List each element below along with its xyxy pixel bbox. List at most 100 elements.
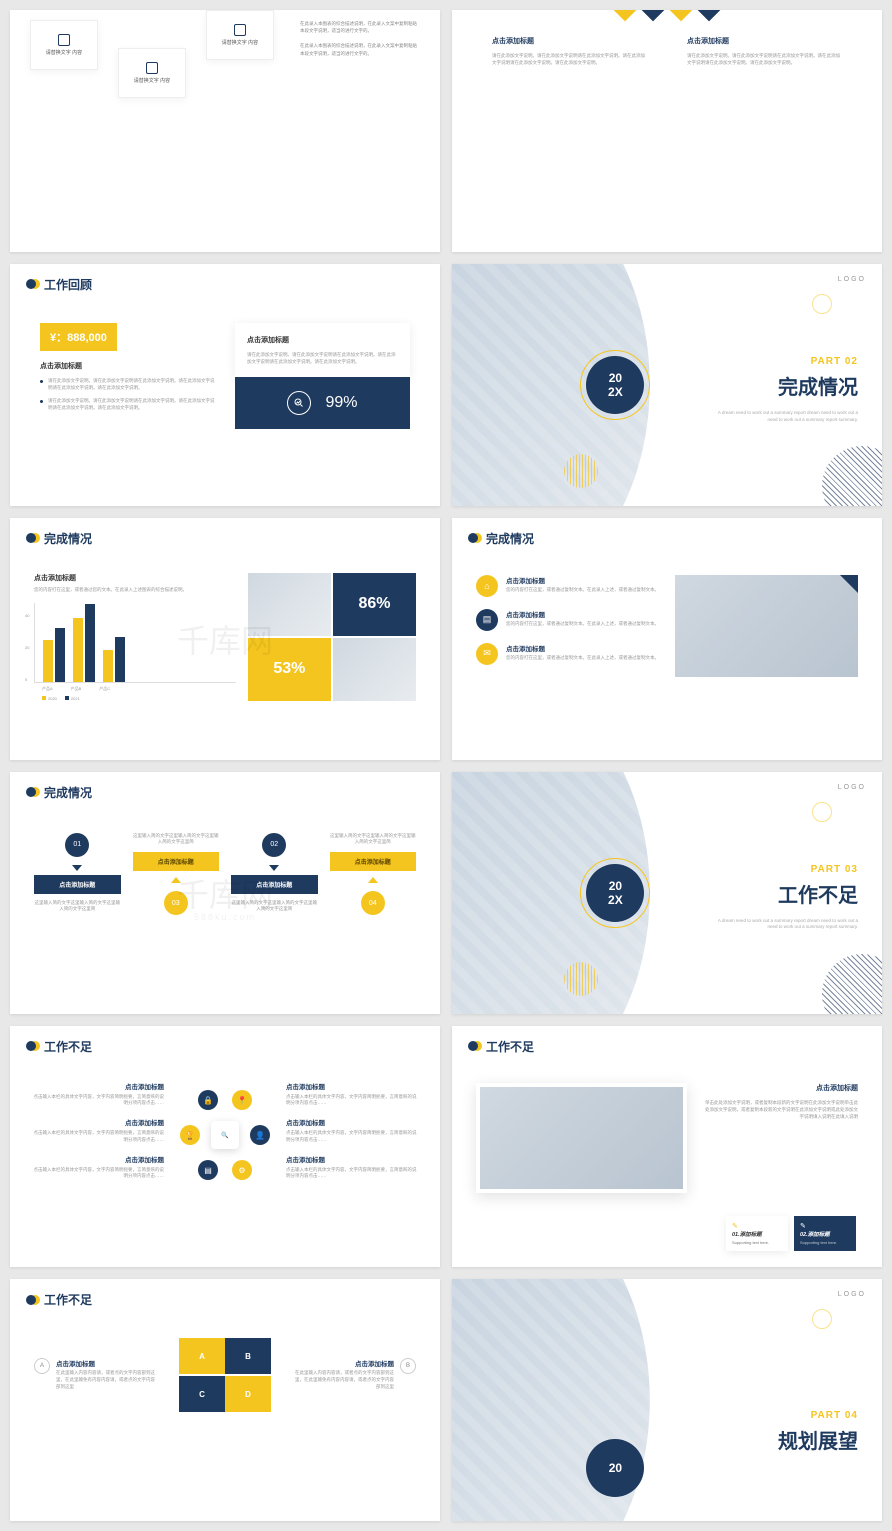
item-desc: 在此里输入内容内容请，或者点的文字内容部到这里，在此里输免有内容内容请，或者点的… (56, 1370, 159, 1390)
slide-shortcomings-hex: 工作不足 点击添加标题点击输入本栏的具体文字内容，文字内容简明扼要，言简意赅的说… (10, 1026, 440, 1268)
hex-item: 点击添加标题点击输入本栏的具体文字内容，文字内容简明扼要，言简意赅的说明分项内容… (286, 1081, 420, 1108)
feature-image (476, 1083, 687, 1193)
percent-value: 99% (325, 394, 357, 412)
bullet-icon (26, 787, 40, 797)
puzzle-piece: C (179, 1376, 225, 1412)
pin-icon: 📍 (232, 1090, 252, 1110)
item-desc: 您的内容打在这里，或者通过复制文本。在此录入上述，或者通过复制文本。 (506, 621, 659, 628)
hex-item: 点击添加标题点击输入本栏的具体文字内容，文字内容简明扼要，言简意赅的说明分项内容… (30, 1081, 164, 1108)
item-title: 点击添加标题 (506, 643, 659, 653)
chart-legend: 20202021 (34, 696, 236, 701)
slide-title: 完成情况 (44, 784, 92, 801)
circle-decoration (812, 1309, 832, 1329)
part-label: PART 02 (708, 356, 858, 367)
item-desc: 点击输入本栏的具体文字内容，文字内容简明扼要，言简意赅的说明分项内容点击…… (30, 1094, 164, 1108)
chat-icon: ✉ (476, 643, 498, 665)
slide-shortcomings-puzzle: 工作不足 A点击添加标题在此里输入内容内容请，或者点的文字内容部到这里，在此里输… (10, 1279, 440, 1521)
column: 点击添加标题请在此添加文字说明。请在此添加文字说明请在此添加文字说明。请在此添加… (687, 36, 842, 66)
part-label: PART 04 (778, 1410, 858, 1421)
bar (85, 604, 95, 682)
step-column: 这里输入简的文字这里输入简的文字这里输入简的文字这里简 点击添加标题 03 (133, 833, 220, 916)
step-column: 这里输入简的文字这里输入简的文字这里输入简的文字这里简 点击添加标题 04 (330, 833, 417, 916)
slide-shortcomings-image: 工作不足 点击添加标题 单击此处添加文字说明，或者复制本段新的文字说明在此添加文… (452, 1026, 882, 1268)
list-item: ✉ 点击添加标题您的内容打在这里，或者通过复制文本。在此录入上述，或者通过复制文本… (476, 643, 659, 665)
slide-title: 工作不足 (44, 1038, 92, 1055)
step-number: 02 (262, 833, 286, 857)
box-label: 请替换文字 内容 (134, 78, 170, 85)
slide-work-review: 工作回顾 ¥：888,000 点击添加标题 请在此添加文字说明。请在此添加文字说… (10, 264, 440, 506)
arrow-down-icon (72, 865, 82, 871)
step-tag: 点击添加标题 (330, 852, 417, 871)
item-title: 点击添加标题 (56, 1358, 159, 1368)
slide-title: 工作回顾 (44, 276, 92, 293)
step-tag: 点击添加标题 (231, 875, 318, 894)
column: 点击添加标题请在此添加文字说明。请在此添加文字说明请在此添加文字说明。请在此添加… (492, 36, 647, 66)
year-badge: 202X (586, 356, 644, 414)
copy-icon (146, 62, 158, 74)
search-icon: 🔍 (211, 1121, 239, 1149)
part-label: PART 03 (708, 864, 858, 875)
chart-title: 点击添加标题 (34, 573, 236, 583)
slide-title: 工作不足 (486, 1038, 534, 1055)
stripe-decoration (564, 962, 598, 996)
bar (103, 650, 113, 682)
item-desc: 您的内容打在这里，或者通过复制文本。在此录入上述，或者通过复制文本。 (506, 587, 659, 594)
item-desc: 您的内容打在这里，或者通过复制文本。在此录入上述，或者通过复制文本。 (506, 655, 659, 662)
bar (55, 628, 65, 682)
section-title: 工作不足 (708, 879, 858, 908)
bar (73, 618, 83, 682)
section-title: 规划展望 (778, 1425, 858, 1454)
mini-card: ✎01.添加标题Supporting text here. (726, 1216, 788, 1251)
watermark-sub: 588ku.com (194, 912, 256, 922)
bar (115, 637, 125, 682)
logo-text: LOGO (838, 784, 866, 791)
image-cell (333, 638, 416, 701)
col-desc: 请在此添加文字说明。请在此添加文字说明请在此添加文字说明。请在此添加文字说明请在… (492, 52, 647, 66)
text-box: 请替换文字 内容 (206, 10, 274, 60)
step-tag: 点击添加标题 (34, 875, 121, 894)
section-desc: A dream need to work out a summary repor… (708, 918, 858, 932)
doc-icon: ▤ (198, 1160, 218, 1180)
user-icon: 👤 (250, 1125, 270, 1145)
step-column: 02 点击添加标题 这里输入简的文字这里输入简的文字这里输入简的文字这里简 (231, 833, 318, 916)
hex-item: 点击添加标题点击输入本栏的具体文字内容，文字内容简明扼要，言简意赅的说明分项内容… (30, 1117, 164, 1144)
stripe-circle-decoration (822, 954, 882, 1014)
percent-cell: 53% (248, 638, 331, 701)
circle-decoration (812, 294, 832, 314)
item-title: 点击添加标题 (30, 1081, 164, 1091)
stripe-circle-decoration (822, 446, 882, 506)
circle-decoration (812, 802, 832, 822)
home-icon: ⌂ (476, 575, 498, 597)
col-desc: 请在此添加文字说明。请在此添加文字说明请在此添加文字说明。请在此添加文字说明请在… (687, 52, 842, 66)
list-item: 请在此添加文字说明。请在此添加文字说明请在此添加文字说明。请在此添加文字说明请在… (40, 377, 215, 391)
hex-item: 点击添加标题点击输入本栏的具体文字内容，文字内容简明扼要，言简意赅的说明分项内容… (30, 1154, 164, 1181)
corner-decoration (840, 575, 858, 593)
bullet-icon (26, 533, 40, 543)
slide-completion-icons: 完成情况 ⌂点击添加标题您的内容打在这里，或者通过复制文本。在此录入上述，或者通… (452, 518, 882, 760)
puzzle-item: A点击添加标题在此里输入内容内容请，或者点的文字内容部到这里，在此里输免有内容内… (34, 1358, 159, 1390)
item-title: 点击添加标题 (506, 575, 659, 585)
col-title: 点击添加标题 (687, 36, 842, 46)
item-title: 点击添加标题 (286, 1117, 420, 1127)
slide-title: 完成情况 (44, 530, 92, 547)
item-desc: 点击输入本栏的具体文字内容，文字内容简明扼要，言简意赅的说明分项内容点击…… (286, 1130, 420, 1144)
bar (43, 640, 53, 682)
section-title: 完成情况 (708, 371, 858, 400)
feature-image (675, 575, 858, 677)
step-tag: 点击添加标题 (133, 852, 220, 871)
bullet-list: 请在此添加文字说明。请在此添加文字说明请在此添加文字说明。请在此添加文字说明请在… (40, 377, 215, 412)
image-cell (248, 573, 331, 636)
bullet-icon (468, 1041, 482, 1051)
arrow-up-icon (171, 877, 181, 883)
slide-text-boxes: 请替换文字 内容 请替换文字 内容 请替换文字 内容 在此录入本图表的综合描述说… (10, 10, 440, 252)
stripe-decoration (564, 454, 598, 488)
item-title: 点击添加标题 (286, 1081, 420, 1091)
card-desc: 请在此添加文字说明。请在此添加文字说明请在此添加文字说明。请在此添加文字说明请在… (247, 351, 398, 365)
item-title: 点击添加标题 (30, 1117, 164, 1127)
sub-title: 点击添加标题 (40, 361, 215, 371)
puzzle-item: B点击添加标题在此里输入内容内容请，或者点的文字内容部到这里，在此里输免有内容内… (291, 1358, 416, 1390)
item-title: 点击添加标题 (291, 1358, 394, 1368)
text-box: 请替换文字 内容 (118, 48, 186, 98)
step-number: 03 (164, 891, 188, 915)
list-item: 请在此添加文字说明。请在此添加文字说明请在此添加文字说明。请在此添加文字说明请在… (40, 397, 215, 411)
